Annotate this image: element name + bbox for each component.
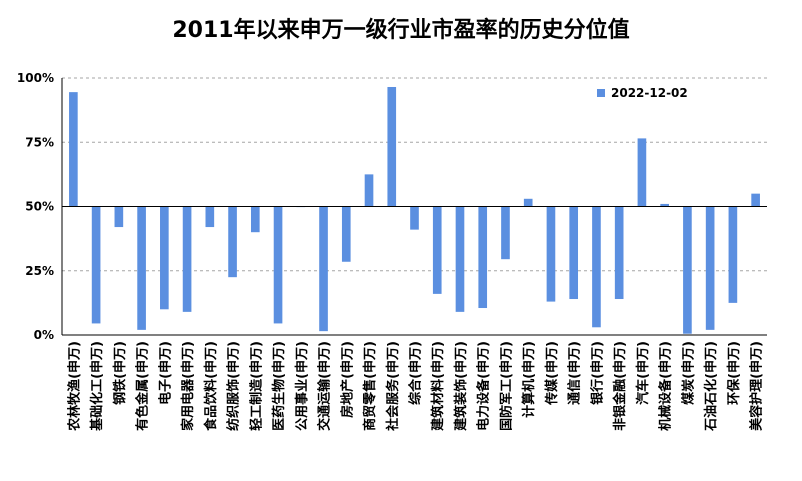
x-tick-label: 美容护理(申万) — [749, 341, 765, 431]
bar — [455, 206, 465, 312]
x-tick-label: 公用事业(申万) — [294, 341, 310, 431]
bar — [160, 206, 169, 310]
x-tick-label: 国防军工(申万) — [498, 341, 514, 431]
bar — [501, 206, 510, 260]
x-tick-label: 轻工制造(申万) — [248, 341, 264, 431]
x-tick-label: 传媒(申万) — [544, 341, 560, 406]
x-tick-label: 银行(申万) — [589, 341, 605, 405]
x-tick-label: 电力设备(申万) — [476, 341, 492, 431]
x-tick-label: 电子(申万) — [157, 341, 173, 405]
bar — [341, 206, 351, 262]
bar — [319, 206, 328, 332]
bar — [273, 206, 283, 324]
bar — [592, 206, 601, 328]
x-tick-label: 建筑材料(申万) — [430, 341, 446, 431]
legend-label: 2022-12-02 — [611, 86, 688, 100]
legend-swatch — [597, 89, 605, 97]
x-tick-label: 基础化工(申万) — [89, 341, 105, 432]
x-tick-label: 环保(申万) — [726, 341, 742, 405]
y-tick-label: 100% — [17, 71, 54, 85]
bar — [546, 206, 556, 302]
x-tick-label: 纺织服饰(申万) — [226, 341, 242, 431]
x-tick-label: 石油石化(申万) — [703, 341, 719, 432]
y-tick-label: 50% — [25, 200, 54, 214]
x-tick-label: 计算机(申万) — [521, 341, 537, 418]
x-tick-label: 房地产(申万) — [339, 341, 355, 418]
x-tick-label: 建筑装饰(申万) — [453, 341, 469, 431]
bar — [250, 206, 260, 233]
bar — [205, 206, 215, 228]
bar — [114, 206, 124, 228]
bar — [137, 206, 146, 330]
x-tick-label: 家用电器(申万) — [180, 341, 196, 431]
y-tick-label: 25% — [25, 264, 54, 278]
chart-title: 2011年以来申万一级行业市盈率的历史分位值 — [172, 18, 630, 43]
x-tick-label: 机械设备(申万) — [658, 341, 674, 431]
bar — [91, 206, 101, 324]
x-tick-label: 食品饮料(申万) — [203, 341, 219, 431]
bar — [182, 206, 192, 312]
x-tick-label: 非银金融(申万) — [612, 341, 628, 431]
bar — [569, 206, 579, 300]
bar — [478, 206, 488, 309]
bar — [751, 193, 760, 207]
x-tick-label: 农林牧渔(申万) — [66, 341, 82, 432]
bar — [705, 206, 715, 330]
bar — [683, 206, 692, 334]
x-tick-label: 通信(申万) — [567, 341, 583, 405]
x-tick-label: 交通运输(申万) — [317, 341, 333, 431]
bar — [387, 86, 397, 207]
y-tick-label: 0% — [34, 328, 54, 342]
bar — [432, 206, 442, 294]
x-tick-label: 商贸零售(申万) — [362, 341, 378, 431]
bar — [728, 206, 738, 303]
x-tick-label: 综合(申万) — [408, 341, 424, 405]
bar — [660, 203, 669, 207]
bar — [69, 92, 78, 207]
bar — [364, 174, 374, 207]
bar — [523, 198, 533, 207]
x-tick-label: 有色金属(申万) — [135, 341, 151, 431]
x-tick-label: 医药生物(申万) — [271, 341, 287, 431]
bar — [410, 206, 419, 230]
y-tick-label: 75% — [25, 135, 54, 149]
bar — [228, 206, 237, 278]
x-tick-label: 钢铁(申万) — [112, 341, 128, 405]
bar — [637, 138, 647, 207]
bar — [614, 206, 624, 300]
x-tick-label: 社会服务(申万) — [385, 341, 401, 432]
x-tick-label: 煤炭(申万) — [680, 341, 696, 405]
x-tick-label: 汽车(申万) — [635, 341, 651, 405]
